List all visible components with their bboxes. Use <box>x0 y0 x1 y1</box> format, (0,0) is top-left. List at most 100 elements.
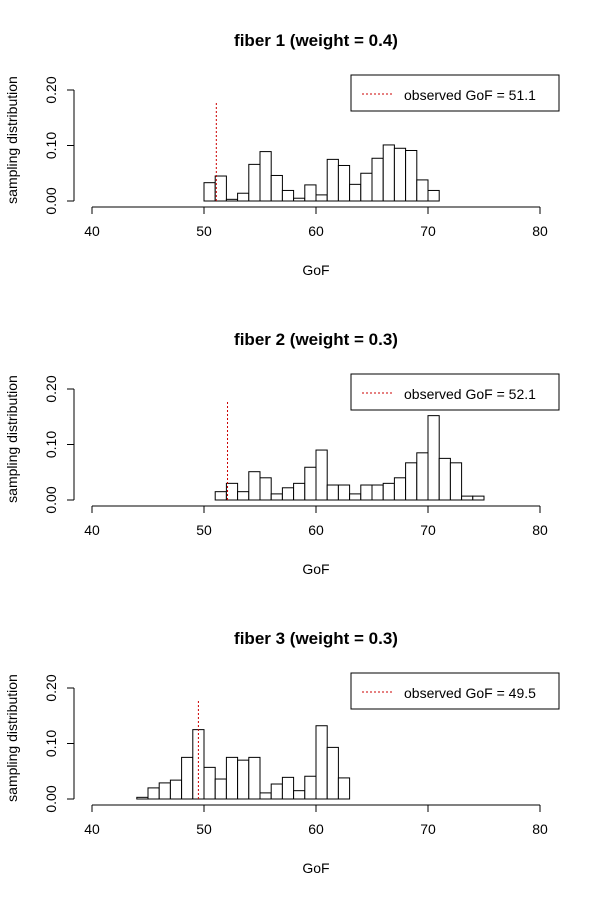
histogram-bar <box>225 198 239 202</box>
histogram-bar <box>349 183 362 202</box>
histogram-bar <box>438 457 451 501</box>
legend-label: observed GoF = 49.5 <box>404 685 536 701</box>
chart-title: fiber 3 (weight = 0.3) <box>234 629 398 648</box>
histogram-bar <box>259 151 272 202</box>
x-tick-label: 80 <box>532 522 548 538</box>
histogram-bar <box>405 149 418 202</box>
histogram-bar <box>203 182 216 202</box>
x-tick-label: 70 <box>420 522 436 538</box>
y-tick-label: 0.00 <box>43 785 59 812</box>
histogram-bar <box>192 729 205 800</box>
histogram-bar <box>360 172 373 202</box>
histogram-bar <box>181 756 194 800</box>
histogram-bar <box>270 174 283 202</box>
y-tick-label: 0.20 <box>43 76 59 103</box>
histogram-bar <box>270 783 283 800</box>
histogram-bar <box>237 759 250 800</box>
histogram-bar <box>337 777 351 800</box>
histogram-bar <box>315 449 328 501</box>
histogram-bar <box>360 484 373 501</box>
histogram-bar <box>427 189 440 202</box>
y-axis-label: sampling distribution <box>4 375 20 503</box>
histogram-bar <box>203 766 216 800</box>
histogram-bar <box>337 484 351 501</box>
legend-label: observed GoF = 52.1 <box>404 386 536 402</box>
x-tick-label: 70 <box>420 223 436 239</box>
histogram-bar <box>293 197 306 202</box>
histogram-bar <box>337 164 351 202</box>
histogram-bar <box>281 189 295 202</box>
histogram-bar <box>315 194 328 202</box>
histogram-bar <box>382 144 395 202</box>
histogram-bar <box>169 779 183 800</box>
histogram-bar <box>136 796 149 800</box>
x-tick-label: 60 <box>308 821 324 837</box>
y-tick-label: 0.00 <box>43 486 59 513</box>
histogram-bar <box>393 147 407 202</box>
histogram-bar <box>326 746 339 800</box>
x-tick-label: 60 <box>308 522 324 538</box>
y-tick-label: 0.20 <box>43 674 59 701</box>
histogram-bar <box>315 725 328 800</box>
histogram-bar <box>405 462 418 501</box>
histogram-bar <box>326 484 339 501</box>
histogram-bar <box>248 163 261 202</box>
histogram-bar <box>158 782 171 800</box>
histogram-bar <box>259 477 272 501</box>
x-tick-label: 40 <box>84 821 100 837</box>
histogram-bar <box>371 484 384 501</box>
histogram-bar <box>225 482 239 501</box>
histogram-bar <box>281 776 295 800</box>
histogram-bar <box>449 462 463 501</box>
x-tick-label: 50 <box>196 223 212 239</box>
legend-box <box>350 672 560 710</box>
histogram-bar <box>225 756 239 800</box>
histogram-bar <box>349 493 362 501</box>
histogram-bar <box>293 482 306 501</box>
y-tick-label: 0.00 <box>43 187 59 214</box>
histogram-bar <box>304 184 317 202</box>
y-tick-label: 0.10 <box>43 730 59 757</box>
histogram-bar <box>237 491 250 501</box>
panel-2: fiber 2 (weight = 0.3) 40 50 60 70 80 GoF 0.00 0… <box>4 330 560 577</box>
histogram-bar <box>472 495 485 501</box>
y-tick-label: 0.20 <box>43 375 59 402</box>
chart-title: fiber 2 (weight = 0.3) <box>234 330 398 349</box>
histogram-bar <box>214 175 227 202</box>
histogram-bar <box>214 778 227 800</box>
histogram-bar <box>427 415 440 501</box>
histogram-bar <box>416 179 429 202</box>
histogram-bar <box>416 452 429 501</box>
legend: observed GoF = 51.1 <box>350 74 560 112</box>
legend-label: observed GoF = 51.1 <box>404 87 536 103</box>
x-tick-label: 60 <box>308 223 324 239</box>
y-axis-label: sampling distribution <box>4 674 20 802</box>
y-tick-label: 0.10 <box>43 431 59 458</box>
histogram-bar <box>147 787 160 800</box>
x-tick-label: 40 <box>84 223 100 239</box>
histogram-bar <box>281 487 295 501</box>
legend-box <box>350 373 560 411</box>
x-tick-label: 80 <box>532 223 548 239</box>
x-axis-label: GoF <box>302 262 329 278</box>
x-tick-label: 50 <box>196 821 212 837</box>
histogram-bar <box>248 471 261 501</box>
panel-3: fiber 3 (weight = 0.3) 40 50 60 70 80 GoF 0.00 0… <box>4 629 560 876</box>
histogram-bar <box>371 157 384 202</box>
histogram-bar <box>259 792 272 800</box>
x-axis-label: GoF <box>302 860 329 876</box>
histogram-bar <box>382 482 395 501</box>
histogram-bar <box>393 477 407 501</box>
histogram-bar <box>214 491 227 501</box>
x-tick-label: 70 <box>420 821 436 837</box>
histogram-bar <box>293 790 306 800</box>
chart-title: fiber 1 (weight = 0.4) <box>234 31 398 50</box>
histogram-bar <box>461 495 474 501</box>
histogram-bar <box>304 775 317 800</box>
y-axis-label: sampling distribution <box>4 76 20 204</box>
histogram-bar <box>248 756 261 800</box>
x-tick-label: 50 <box>196 522 212 538</box>
legend: observed GoF = 49.5 <box>350 672 560 710</box>
legend: observed GoF = 52.1 <box>350 373 560 411</box>
